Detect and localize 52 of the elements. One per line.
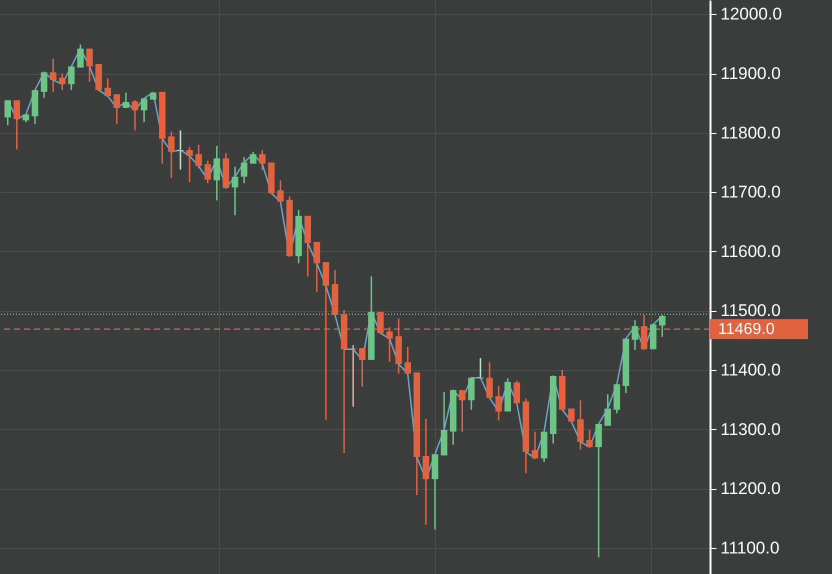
candlestick (486, 362, 493, 399)
candlestick (86, 48, 93, 83)
candlestick (659, 314, 666, 338)
candlestick (532, 430, 538, 460)
candlestick (586, 429, 593, 448)
candlestick (114, 94, 120, 125)
candlestick (468, 376, 475, 410)
candlestick (40, 72, 48, 99)
candlestick (632, 319, 638, 351)
candlestick (422, 418, 430, 526)
candlestick (240, 156, 248, 184)
candlestick (350, 344, 356, 408)
candlestick (14, 99, 20, 150)
candlestick (50, 58, 56, 93)
y-tick-label: 11600.0 (720, 242, 781, 261)
candlestick (59, 72, 66, 91)
y-tick-label: 11800.0 (720, 123, 781, 142)
candlestick (186, 146, 193, 183)
candlestick (459, 389, 466, 432)
candlestick (277, 180, 284, 202)
candlestick (68, 66, 75, 91)
candlestick (132, 99, 138, 132)
y-tick-label: 11700.0 (720, 182, 781, 202)
candlestick (214, 145, 220, 202)
candlestick (104, 78, 111, 97)
y-tick-label: 11900.0 (720, 64, 781, 84)
candlestick (314, 241, 320, 292)
y-tick-label: 11400.0 (720, 360, 781, 380)
candlestick (77, 44, 84, 68)
candlestick (577, 400, 584, 450)
candlestick (122, 92, 130, 109)
candlestick (168, 130, 175, 179)
y-tick-label: 12000.0 (720, 4, 782, 24)
y-tick-label: 11200.0 (720, 479, 781, 498)
candlestick (477, 357, 484, 380)
y-tick-label: 11100.0 (720, 538, 780, 558)
y-tick-label: 11300.0 (720, 420, 781, 439)
candlestick (514, 380, 520, 404)
candlestick (259, 149, 266, 171)
y-tick-label: 11500.0 (720, 301, 781, 320)
candlestick (4, 99, 11, 126)
candlestick (568, 408, 575, 422)
candlestick (232, 166, 238, 216)
candlestick (359, 347, 366, 388)
candlestick (140, 98, 148, 123)
candlestick (195, 144, 202, 170)
candlestick (204, 160, 211, 184)
candlestick (595, 423, 602, 558)
candlestick (495, 385, 502, 422)
ref-line-label: 11469.0 (718, 321, 775, 338)
candlestick (604, 394, 611, 427)
candlestick (404, 346, 411, 374)
